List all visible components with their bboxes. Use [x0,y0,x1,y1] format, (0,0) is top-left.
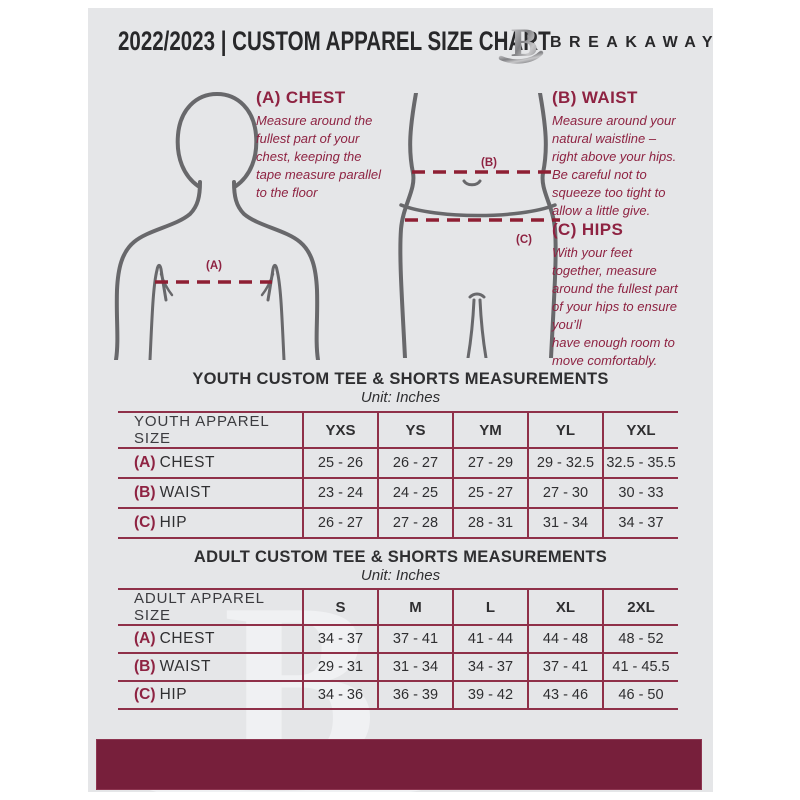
row-prefix: (B) [134,484,156,501]
table-cell: 23 - 24 [302,478,378,508]
table-cell: 27 - 30 [527,478,603,508]
youth-hip-row: (C) HIP 26 - 27 27 - 28 28 - 31 31 - 34 … [118,508,678,538]
adult-chest-label: (A) CHEST [118,625,303,653]
youth-chest-label: (A) CHEST [118,448,303,478]
youth-size-label-cell: YOUTH APPAREL SIZE [134,413,270,447]
table-cell: 30 - 33 [602,478,678,508]
breakaway-logo-icon: B [498,20,544,65]
table-cell: 27 - 28 [377,508,453,538]
adult-section-title: ADULT CUSTOM TEE & SHORTS MEASUREMENTS [193,548,608,566]
table-cell: 43 - 46 [527,681,603,709]
chest-figure-illustration [114,91,320,360]
adult-col-2xl: 2XL [602,589,678,625]
footer-accent-bar [96,739,702,790]
waist-description: Measure around your natural waistline – … [552,113,677,218]
table-cell: 29 - 31 [302,653,378,681]
row-prefix: (C) [134,514,156,531]
row-label: HIP [159,686,188,703]
row-label: CHEST [159,630,216,647]
row-prefix: (B) [134,658,156,675]
row-label: WAIST [159,484,212,501]
row-prefix: (C) [134,686,156,703]
adult-section-subtitle: Unit: Inches [360,567,441,584]
waist-heading: (B) WAIST [552,88,638,107]
table-cell: 48 - 52 [602,625,678,653]
hips-figure-illustration [398,93,560,358]
youth-hip-label: (C) HIP [118,508,303,538]
youth-col-yxl: YXL [602,412,678,448]
table-cell: 37 - 41 [377,625,453,653]
row-label: WAIST [159,658,212,675]
table-cell: 29 - 32.5 [527,448,603,478]
adult-col-l: L [452,589,528,625]
youth-section-subtitle: Unit: Inches [360,389,441,406]
adult-col-s: S [302,589,378,625]
document-title: 2022/2023 | CUSTOM APPAREL SIZE CHART [118,26,551,56]
table-cell: 31 - 34 [527,508,603,538]
table-cell: 46 - 50 [602,681,678,709]
hips-description: With your feet together, measure around … [552,245,678,368]
adult-table-header-row: ADULT APPAREL SIZE S M L XL 2XL [118,589,678,625]
chest-description: Measure around the fullest part of your … [256,113,382,200]
table-cell: 32.5 - 35.5 [602,448,678,478]
table-cell: 34 - 37 [452,653,528,681]
table-cell: 37 - 41 [527,653,603,681]
table-cell: 44 - 48 [527,625,603,653]
table-cell: 28 - 31 [452,508,528,538]
table-cell: 25 - 27 [452,478,528,508]
adult-hip-label: (C) HIP [118,681,303,709]
youth-chest-row: (A) CHEST 25 - 26 26 - 27 27 - 29 29 - 3… [118,448,678,478]
youth-col-ys: YS [377,412,453,448]
waist-marker-label: (B) [481,157,497,169]
adult-chest-row: (A) CHEST 34 - 37 37 - 41 41 - 44 44 - 4… [118,625,678,653]
size-chart-page: B 2022/2023 | CUSTOM APPAREL SIZE CHART … [88,8,713,792]
brand-name: BREAKAWAY [550,34,713,51]
adult-size-table: ADULT APPAREL SIZE S M L XL 2XL (A) CHES… [118,588,678,710]
youth-size-table: YOUTH APPAREL SIZE YXS YS YM YL YXL (A) … [118,411,678,539]
youth-col-yxs: YXS [302,412,378,448]
adult-col-xl: XL [527,589,603,625]
adult-waist-label: (B) WAIST [118,653,303,681]
table-cell: 39 - 42 [452,681,528,709]
chest-heading: (A) CHEST [256,88,346,107]
table-cell: 25 - 26 [302,448,378,478]
hips-heading: (C) HIPS [552,220,624,239]
hip-marker-label: (C) [516,234,532,246]
table-cell: 26 - 27 [302,508,378,538]
chest-marker-label: (A) [206,260,222,272]
adult-col-m: M [377,589,453,625]
table-cell: 41 - 44 [452,625,528,653]
row-label: CHEST [159,454,216,471]
youth-table-header-row: YOUTH APPAREL SIZE YXS YS YM YL YXL [118,412,678,448]
adult-size-label-cell: ADULT APPAREL SIZE [134,590,265,624]
adult-waist-row: (B) WAIST 29 - 31 31 - 34 34 - 37 37 - 4… [118,653,678,681]
table-cell: 27 - 29 [452,448,528,478]
table-cell: 36 - 39 [377,681,453,709]
table-cell: 34 - 36 [302,681,378,709]
row-prefix: (A) [134,454,156,471]
adult-hip-row: (C) HIP 34 - 36 36 - 39 39 - 42 43 - 46 … [118,681,678,709]
table-cell: 31 - 34 [377,653,453,681]
table-cell: 34 - 37 [602,508,678,538]
row-prefix: (A) [134,630,156,647]
table-cell: 24 - 25 [377,478,453,508]
youth-col-ym: YM [452,412,528,448]
table-cell: 41 - 45.5 [602,653,678,681]
row-label: HIP [159,514,188,531]
youth-section-title: YOUTH CUSTOM TEE & SHORTS MEASUREMENTS [192,370,609,388]
youth-col-yl: YL [527,412,603,448]
table-cell: 26 - 27 [377,448,453,478]
table-cell: 34 - 37 [302,625,378,653]
youth-waist-row: (B) WAIST 23 - 24 24 - 25 25 - 27 27 - 3… [118,478,678,508]
youth-waist-label: (B) WAIST [118,478,303,508]
